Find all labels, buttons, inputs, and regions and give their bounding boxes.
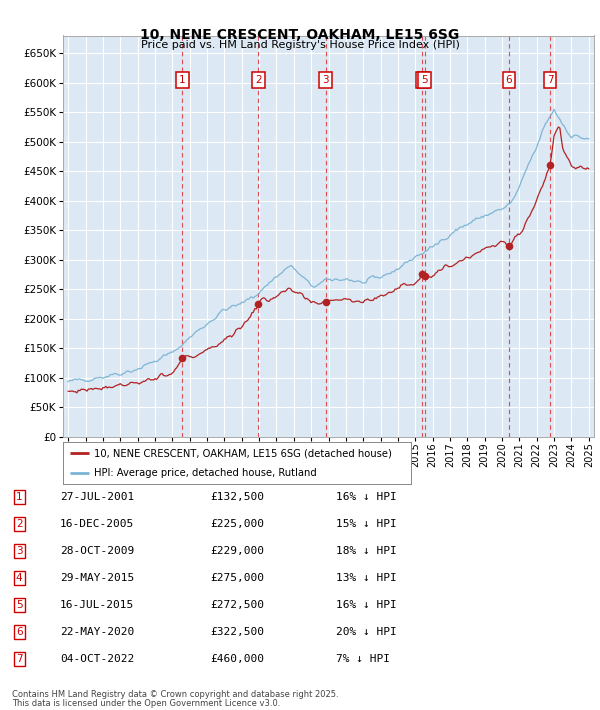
Text: 10, NENE CRESCENT, OAKHAM, LE15 6SG (detached house): 10, NENE CRESCENT, OAKHAM, LE15 6SG (det… [94,448,392,458]
Text: This data is licensed under the Open Government Licence v3.0.: This data is licensed under the Open Gov… [12,699,280,708]
Text: 6: 6 [16,627,23,637]
Text: £322,500: £322,500 [210,627,264,637]
Text: 7% ↓ HPI: 7% ↓ HPI [336,654,390,664]
Text: £229,000: £229,000 [210,546,264,556]
Text: Contains HM Land Registry data © Crown copyright and database right 2025.: Contains HM Land Registry data © Crown c… [12,690,338,699]
Text: 20% ↓ HPI: 20% ↓ HPI [336,627,397,637]
Text: 6: 6 [505,75,512,84]
Text: 16-DEC-2005: 16-DEC-2005 [60,519,134,529]
Text: 15% ↓ HPI: 15% ↓ HPI [336,519,397,529]
Text: 2: 2 [255,75,262,84]
Text: 22-MAY-2020: 22-MAY-2020 [60,627,134,637]
Text: £272,500: £272,500 [210,600,264,610]
Text: 10, NENE CRESCENT, OAKHAM, LE15 6SG: 10, NENE CRESCENT, OAKHAM, LE15 6SG [140,28,460,43]
Text: 16% ↓ HPI: 16% ↓ HPI [336,600,397,610]
Text: 5: 5 [16,600,23,610]
Text: 7: 7 [16,654,23,664]
Text: 4: 4 [419,75,425,84]
Text: £132,500: £132,500 [210,492,264,502]
Text: £275,000: £275,000 [210,573,264,583]
Text: 29-MAY-2015: 29-MAY-2015 [60,573,134,583]
Text: 04-OCT-2022: 04-OCT-2022 [60,654,134,664]
Text: 16-JUL-2015: 16-JUL-2015 [60,600,134,610]
Text: 28-OCT-2009: 28-OCT-2009 [60,546,134,556]
Text: 3: 3 [322,75,329,84]
Text: 1: 1 [16,492,23,502]
Text: 5: 5 [421,75,428,84]
Text: 13% ↓ HPI: 13% ↓ HPI [336,573,397,583]
Text: Price paid vs. HM Land Registry's House Price Index (HPI): Price paid vs. HM Land Registry's House … [140,40,460,50]
Text: 18% ↓ HPI: 18% ↓ HPI [336,546,397,556]
Text: 2: 2 [16,519,23,529]
Text: £225,000: £225,000 [210,519,264,529]
Text: £460,000: £460,000 [210,654,264,664]
Text: HPI: Average price, detached house, Rutland: HPI: Average price, detached house, Rutl… [94,468,317,478]
Text: 3: 3 [16,546,23,556]
Text: 16% ↓ HPI: 16% ↓ HPI [336,492,397,502]
Text: 1: 1 [179,75,186,84]
Text: 27-JUL-2001: 27-JUL-2001 [60,492,134,502]
Text: 7: 7 [547,75,553,84]
Text: 4: 4 [16,573,23,583]
